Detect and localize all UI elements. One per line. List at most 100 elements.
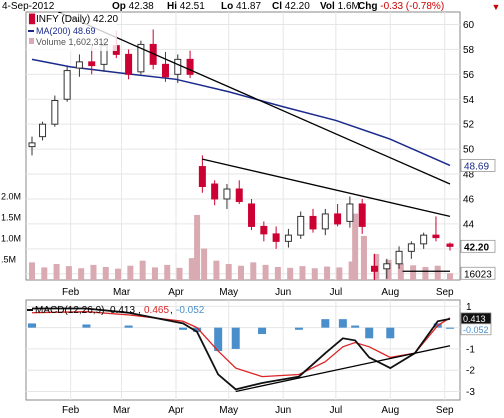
macd-badge-text: 0.413 xyxy=(463,314,486,324)
expand-chevron-icon[interactable]: ▼ xyxy=(492,2,501,12)
macd-histogram-bar xyxy=(179,327,188,330)
legend-macd-sep-1: , xyxy=(138,305,141,316)
volume-bar xyxy=(102,266,109,280)
price-y-tick-label: 48 xyxy=(463,170,475,181)
volume-bar xyxy=(29,262,35,280)
macd-histogram xyxy=(28,319,454,352)
price-x-tick-label: Sep xyxy=(436,287,454,298)
hist-badge-box xyxy=(460,323,492,336)
volume-bar xyxy=(53,264,60,280)
volume-bar xyxy=(299,266,306,280)
price-candle xyxy=(51,95,59,127)
legend-hist-value: -0.052 xyxy=(176,305,205,316)
macd-histogram-bar xyxy=(193,327,202,332)
price-y-tick-label: 58 xyxy=(463,45,475,56)
price-candle xyxy=(272,226,280,249)
volume-badge: 16023 xyxy=(460,266,496,280)
header-change: Chg -0.33 (-0.78%) xyxy=(358,1,444,12)
price-candle xyxy=(137,40,145,75)
ma-badge-text: 48.69 xyxy=(464,161,489,172)
price-candle xyxy=(432,216,440,242)
price-candle xyxy=(186,50,194,79)
price-panel-frame xyxy=(25,11,461,281)
price-candles xyxy=(28,29,454,280)
macd-x-tick-label: Aug xyxy=(381,405,399,416)
macd-histogram-bar xyxy=(214,327,223,352)
macd-y-tick-label: 1 xyxy=(466,302,472,313)
legend-macd-sep-2: , xyxy=(170,305,173,316)
volume-bar xyxy=(238,265,244,280)
price-candle xyxy=(370,253,378,280)
price-date-axis: Feb Mar Apr May Jun Jul Aug Sep xyxy=(62,287,454,298)
volume-bar xyxy=(250,262,257,280)
price-x-tick-label: Aug xyxy=(381,287,399,298)
header-open: Op 42.38 xyxy=(112,1,154,12)
volume-bar xyxy=(41,267,48,280)
legend-volume-swatch xyxy=(29,38,34,44)
header-high: Hi 42.51 xyxy=(167,1,205,12)
price-x-tick-label: Mar xyxy=(113,287,131,298)
price-x-tick-label: Jun xyxy=(275,287,291,298)
price-candle xyxy=(223,184,231,209)
volume-bar xyxy=(348,261,355,280)
value-badges: 48.69 42.20 16023 0.413-0.052 xyxy=(460,159,496,336)
candle-body xyxy=(125,53,133,75)
macd-histogram-bar xyxy=(351,325,360,328)
candle-body xyxy=(370,265,378,272)
price-candle xyxy=(383,258,391,279)
macd-lines xyxy=(31,307,451,391)
candle-body xyxy=(432,234,440,239)
macd-histogram-bar xyxy=(82,324,91,328)
volume-bar xyxy=(287,267,294,280)
macd-y-tick-label: -1 xyxy=(466,344,475,355)
price-y-tick-label: 50 xyxy=(463,145,475,156)
volume-y-tick-label: 2.0M xyxy=(1,192,21,202)
legend-symbol-icon: ▉ xyxy=(28,13,36,25)
legend-background xyxy=(27,13,117,51)
macd-histogram-bar xyxy=(294,327,303,330)
price-candle xyxy=(407,241,415,259)
candle-body xyxy=(272,233,280,242)
macd-date-axis: Feb Mar Apr May Jun Jul Aug Sep xyxy=(62,405,454,416)
price-candle xyxy=(235,180,243,204)
volume-bar xyxy=(225,264,232,280)
price-x-tick-label: Feb xyxy=(62,287,80,298)
candle-body xyxy=(297,215,305,236)
candle-body xyxy=(260,225,268,235)
volume-bar xyxy=(115,268,122,280)
candle-body xyxy=(137,43,145,73)
volume-bar xyxy=(434,265,441,280)
price-y-tick-label: 56 xyxy=(463,70,475,81)
volume-y-tick-label: 1.5M xyxy=(1,213,21,223)
volume-bar xyxy=(447,273,453,280)
macd-trendline xyxy=(235,345,451,393)
price-candle xyxy=(395,246,403,269)
candle-body xyxy=(346,203,354,222)
macd-line xyxy=(32,307,451,391)
header-bar: 4-Sep-2012 Op 42.38 Hi 42.51 Lo 41.87 Cl… xyxy=(2,1,500,12)
candle-body xyxy=(321,213,329,230)
volume-bar xyxy=(213,260,220,280)
volume-bar xyxy=(78,268,85,280)
candle-body xyxy=(28,142,36,148)
volume-badge-text: 16023 xyxy=(464,269,492,280)
macd-badges: 0.413-0.052 xyxy=(460,312,492,336)
legend-symbol: INFY (Daily) 42.20 xyxy=(36,14,119,25)
candle-body xyxy=(174,58,182,75)
candle-body xyxy=(407,243,415,252)
price-trendlines xyxy=(58,12,451,272)
candle-body xyxy=(39,123,47,138)
close-badge-text: 42.20 xyxy=(464,242,489,253)
candle-body xyxy=(75,61,83,69)
macd-histogram-bar xyxy=(338,319,347,328)
macd-legend: MACD(12,26,9) 0.413 , 0.465 , -0.052 xyxy=(27,305,205,316)
price-candle xyxy=(260,221,268,242)
volume-bar xyxy=(422,266,429,280)
price-x-tick-label: Apr xyxy=(168,287,184,298)
legend-volume: Volume 1,602,312 xyxy=(36,37,109,47)
volume-bar xyxy=(397,263,404,280)
close-badge: 42.20 xyxy=(460,239,496,253)
macd-x-tick-label: Jul xyxy=(329,405,342,416)
header-low: Lo 41.87 xyxy=(221,1,261,12)
price-candle xyxy=(161,51,169,82)
